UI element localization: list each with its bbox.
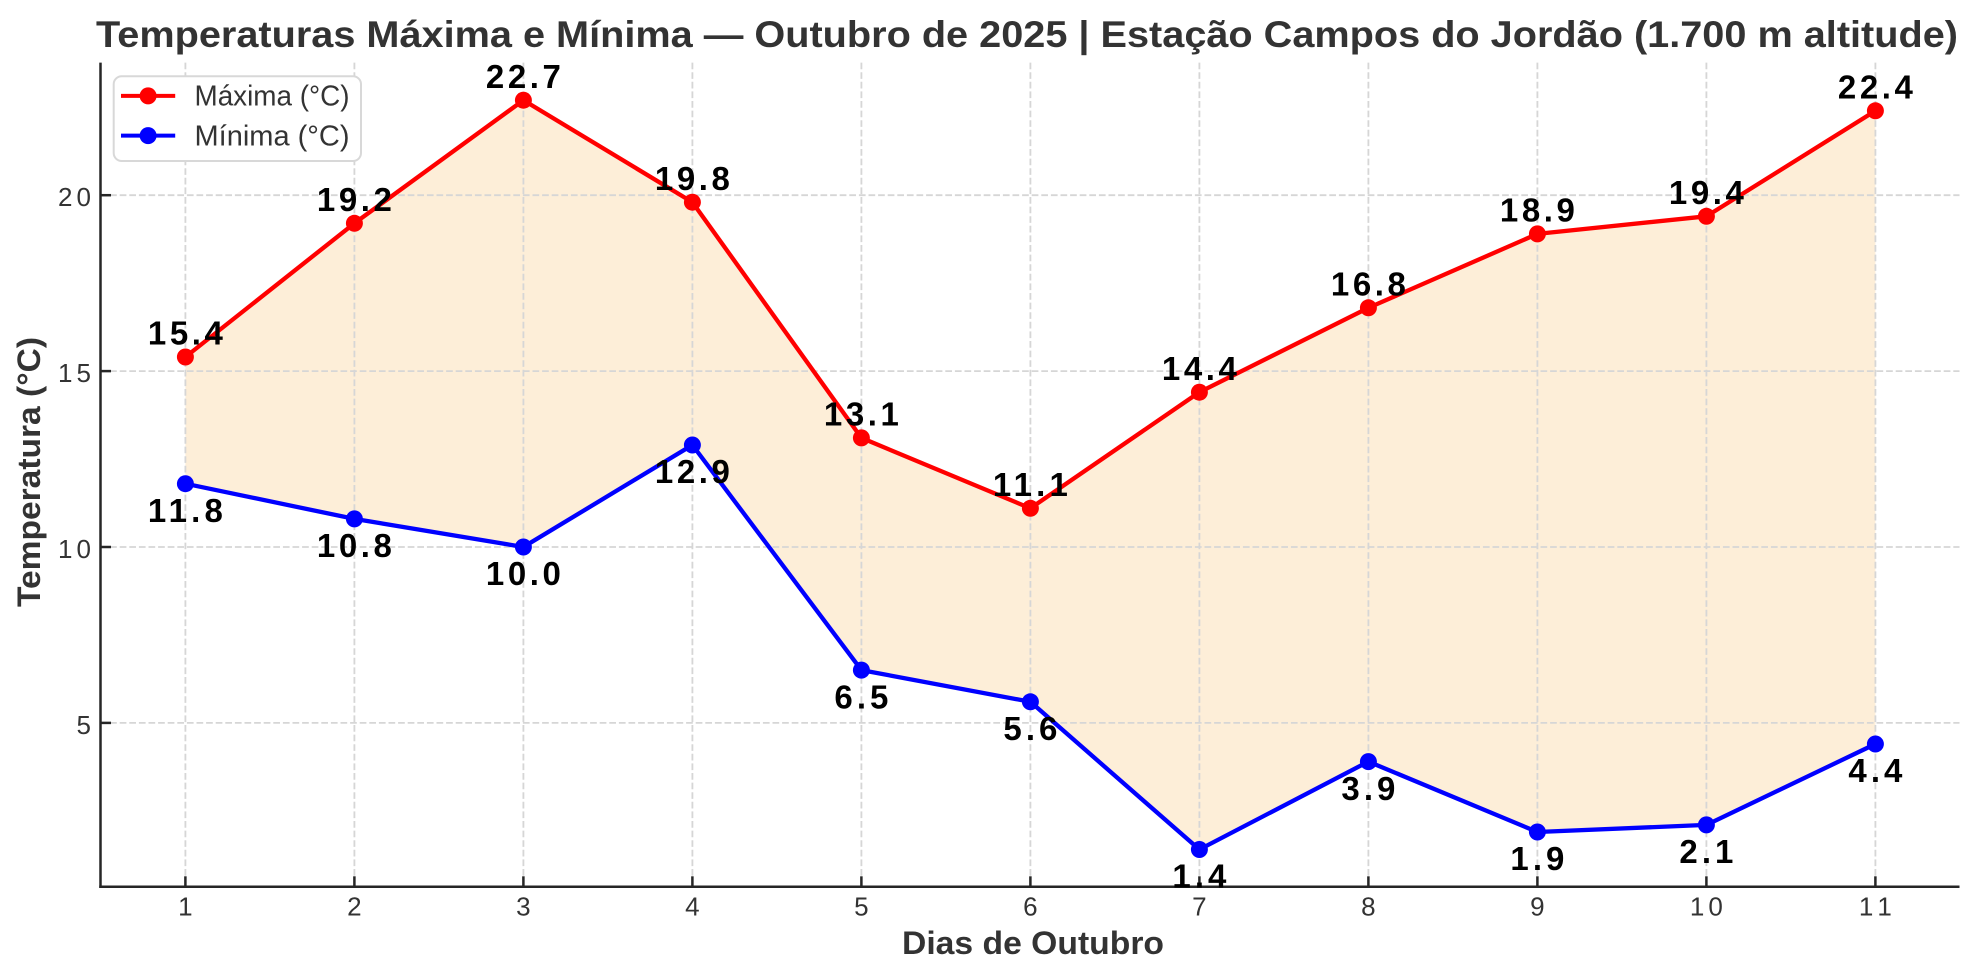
svg-text:1: 1 xyxy=(178,892,192,922)
svg-text:11.8: 11.8 xyxy=(148,492,223,529)
svg-text:19.2: 19.2 xyxy=(317,181,392,218)
svg-text:6.5: 6.5 xyxy=(834,678,888,715)
svg-text:Temperaturas Máxima e Mínima —: Temperaturas Máxima e Mínima — Outubro d… xyxy=(96,14,1958,56)
svg-text:11.1: 11.1 xyxy=(993,466,1068,503)
svg-text:Máxima (°C): Máxima (°C) xyxy=(195,81,350,113)
svg-text:4.4: 4.4 xyxy=(1848,752,1903,789)
svg-text:9: 9 xyxy=(1530,892,1544,922)
svg-text:10.0: 10.0 xyxy=(486,555,561,592)
svg-text:12.9: 12.9 xyxy=(655,453,730,490)
svg-text:4: 4 xyxy=(685,892,699,922)
svg-text:8: 8 xyxy=(1361,892,1375,922)
svg-text:19.4: 19.4 xyxy=(1669,174,1745,211)
svg-text:Dias de Outubro: Dias de Outubro xyxy=(902,925,1164,961)
svg-text:14.4: 14.4 xyxy=(1162,350,1238,387)
svg-text:3.9: 3.9 xyxy=(1341,770,1395,807)
svg-text:Temperatura (°C): Temperatura (°C) xyxy=(11,337,47,607)
svg-text:5: 5 xyxy=(77,710,91,740)
svg-text:2.1: 2.1 xyxy=(1679,833,1733,870)
svg-text:10.8: 10.8 xyxy=(317,527,392,564)
svg-text:6: 6 xyxy=(1023,892,1037,922)
svg-text:16.8: 16.8 xyxy=(1331,266,1406,303)
svg-text:1.9: 1.9 xyxy=(1510,840,1564,877)
svg-text:1.4: 1.4 xyxy=(1172,858,1227,895)
svg-text:15.4: 15.4 xyxy=(148,315,224,352)
svg-text:18.9: 18.9 xyxy=(1500,192,1575,229)
svg-text:19.8: 19.8 xyxy=(655,160,730,197)
svg-text:5: 5 xyxy=(854,892,868,922)
svg-text:13.1: 13.1 xyxy=(824,396,899,433)
svg-text:22.4: 22.4 xyxy=(1838,69,1914,106)
svg-text:2: 2 xyxy=(347,892,361,922)
svg-text:Mínima (°C): Mínima (°C) xyxy=(195,120,350,152)
svg-text:22.7: 22.7 xyxy=(486,58,561,95)
svg-text:5.6: 5.6 xyxy=(1003,710,1057,747)
svg-text:7: 7 xyxy=(1192,892,1206,922)
svg-text:3: 3 xyxy=(516,892,530,922)
